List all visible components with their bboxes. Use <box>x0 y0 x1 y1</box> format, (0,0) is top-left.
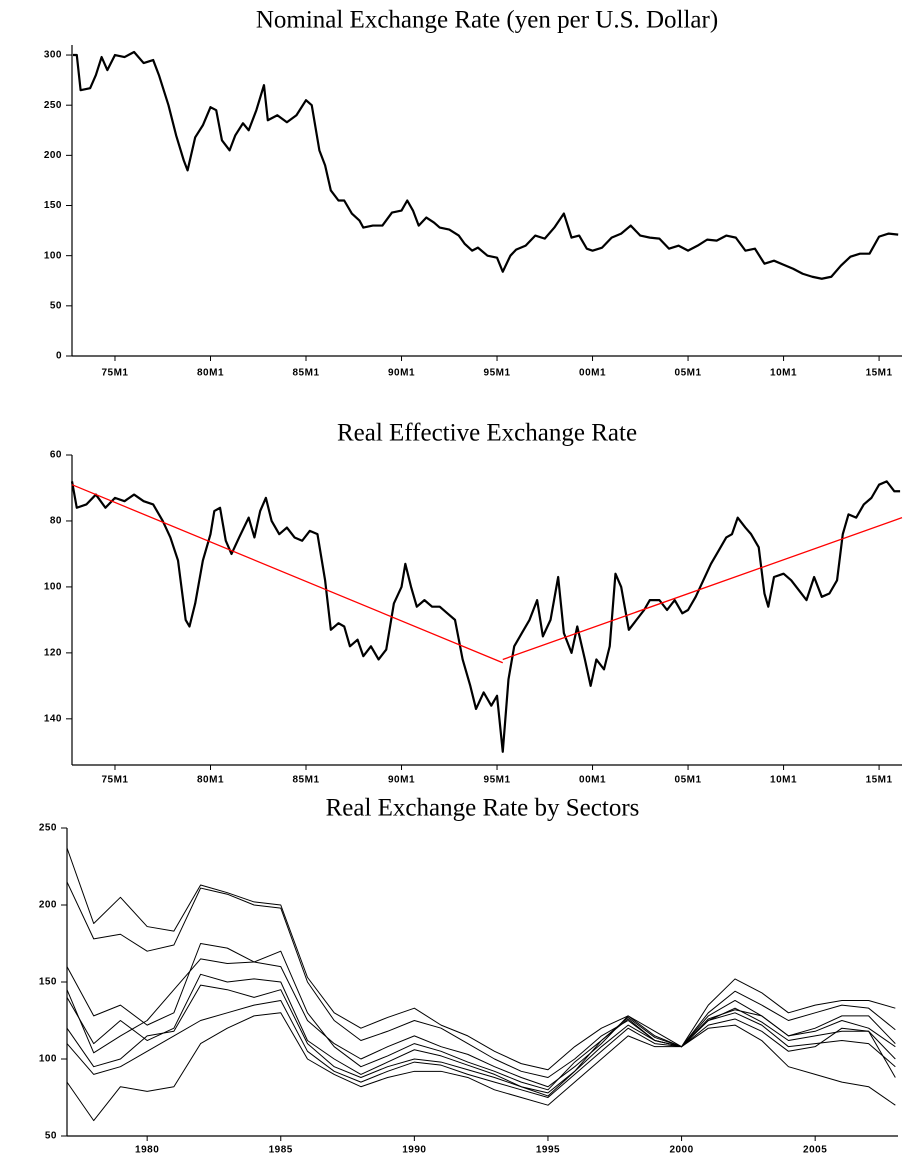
chart-title: Nominal Exchange Rate (yen per U.S. Doll… <box>256 7 718 34</box>
x-tick-label: 90M1 <box>388 368 415 379</box>
x-tick-label: 1980 <box>135 1145 159 1156</box>
y-tick-label: 140 <box>44 713 62 724</box>
y-tick-label: 50 <box>50 300 62 311</box>
data-line <box>66 943 896 1088</box>
y-tick-label: 0 <box>56 351 62 362</box>
chart-title: Real Exchange Rate by Sectors <box>326 795 640 822</box>
x-tick-label: 1990 <box>402 1145 426 1156</box>
y-tick-label: 80 <box>50 516 62 527</box>
x-tick-label: 10M1 <box>770 775 797 786</box>
y-tick-label: 250 <box>39 823 57 834</box>
y-tick-label: 100 <box>44 582 62 593</box>
y-tick-label: 200 <box>44 150 62 161</box>
y-tick-label: 60 <box>50 450 62 461</box>
data-line <box>72 50 899 280</box>
x-tick-label: 95M1 <box>484 775 511 786</box>
x-tick-label: 2005 <box>803 1145 827 1156</box>
x-tick-label: 15M1 <box>866 368 893 379</box>
data-line <box>66 999 896 1098</box>
y-tick-label: 100 <box>39 1054 57 1065</box>
data-line <box>66 973 896 1097</box>
x-tick-label: 95M1 <box>484 368 511 379</box>
x-tick-label: 10M1 <box>770 368 797 379</box>
x-tick-label: 15M1 <box>866 775 893 786</box>
data-line <box>70 480 901 753</box>
y-tick-label: 200 <box>39 900 57 911</box>
x-tick-label: 1995 <box>536 1145 560 1156</box>
x-tick-label: 90M1 <box>388 775 415 786</box>
data-line <box>66 847 896 1071</box>
x-tick-label: 05M1 <box>675 368 702 379</box>
y-tick-label: 250 <box>44 100 62 111</box>
data-line <box>71 484 504 664</box>
y-tick-label: 300 <box>44 50 62 61</box>
data-line <box>66 950 896 1091</box>
y-tick-label: 100 <box>44 250 62 261</box>
y-tick-label: 120 <box>44 648 62 659</box>
x-tick-label: 2000 <box>669 1145 693 1156</box>
x-tick-label: 75M1 <box>101 775 128 786</box>
x-tick-label: 80M1 <box>197 368 224 379</box>
y-tick-label: 50 <box>45 1131 57 1142</box>
y-tick-label: 150 <box>39 977 57 988</box>
x-tick-label: 1985 <box>269 1145 293 1156</box>
y-tick-label: 150 <box>44 200 62 211</box>
data-line <box>66 984 896 1094</box>
x-tick-label: 85M1 <box>292 775 319 786</box>
x-tick-label: 85M1 <box>292 368 319 379</box>
data-line <box>502 517 903 661</box>
x-tick-label: 75M1 <box>101 368 128 379</box>
x-tick-label: 05M1 <box>675 775 702 786</box>
x-tick-label: 00M1 <box>579 368 606 379</box>
data-line <box>66 881 896 1078</box>
chart-title: Real Effective Exchange Rate <box>337 420 637 447</box>
data-line <box>66 1012 896 1122</box>
x-tick-label: 80M1 <box>197 775 224 786</box>
x-tick-label: 00M1 <box>579 775 606 786</box>
